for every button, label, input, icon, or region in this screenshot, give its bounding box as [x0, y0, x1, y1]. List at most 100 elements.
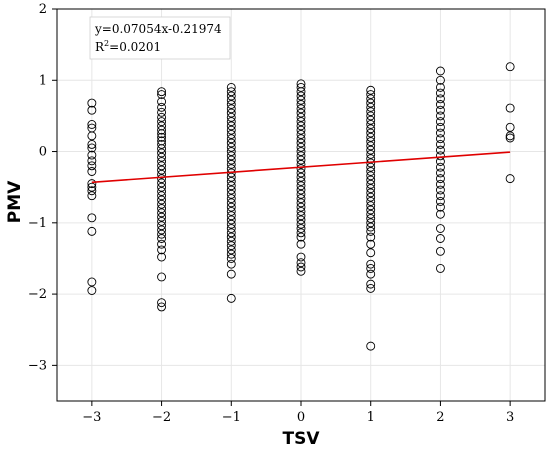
data-point [226, 232, 236, 242]
data-point [226, 125, 236, 135]
data-point [226, 198, 236, 208]
x-tick-label: 1 [367, 410, 375, 425]
data-point [296, 266, 306, 276]
data-point [296, 138, 306, 148]
y-tick-label: 2 [39, 2, 47, 17]
data-point [435, 145, 445, 155]
data-point [296, 155, 306, 165]
data-point [296, 181, 306, 191]
data-point [87, 139, 97, 149]
data-point [226, 245, 236, 255]
data-point [366, 124, 376, 134]
data-point [366, 175, 376, 185]
data-point [226, 172, 236, 182]
data-point [226, 219, 236, 229]
data-point [87, 105, 97, 115]
data-point [157, 204, 167, 214]
data-point [366, 141, 376, 151]
x-tick-label: 3 [506, 410, 514, 425]
data-point [157, 225, 167, 235]
data-point [87, 143, 97, 153]
data-point [435, 246, 445, 256]
data-point [366, 259, 376, 269]
data-point [226, 108, 236, 118]
data-point [87, 156, 97, 166]
y-tick-label: −3 [28, 358, 47, 373]
data-point [435, 162, 445, 172]
data-point [157, 195, 167, 205]
data-point [226, 228, 236, 238]
data-point [157, 97, 167, 107]
data-point [157, 302, 167, 312]
data-point [296, 159, 306, 169]
data-point [296, 142, 306, 152]
data-point [366, 171, 376, 181]
data-point [296, 258, 306, 268]
data-point [87, 179, 97, 189]
data-point [296, 252, 306, 262]
y-tick-label: 0 [39, 145, 47, 160]
data-point [435, 94, 445, 104]
data-point [157, 229, 167, 239]
data-point [157, 129, 167, 139]
data-point [296, 185, 306, 195]
data-point [366, 132, 376, 142]
data-point [226, 293, 236, 303]
data-point [435, 75, 445, 85]
data-point [226, 202, 236, 212]
data-point [505, 103, 515, 113]
data-point [296, 125, 306, 135]
data-point [157, 191, 167, 201]
data-point [366, 120, 376, 129]
data-point [435, 151, 445, 161]
data-point [435, 209, 445, 219]
data-point [435, 224, 445, 233]
data-point [226, 249, 236, 259]
data-point [296, 177, 306, 186]
x-tick-label: −1 [222, 410, 241, 425]
data-point [366, 188, 376, 198]
data-point [435, 111, 445, 121]
data-point [87, 186, 97, 196]
data-point [296, 239, 306, 249]
data-point [157, 132, 167, 142]
data-point [87, 131, 97, 141]
data-point [226, 259, 236, 269]
data-points [87, 62, 515, 351]
data-point [226, 236, 236, 246]
data-point [157, 234, 167, 243]
data-point [435, 185, 445, 195]
r2-superscript: 2 [104, 39, 109, 48]
data-point [296, 164, 306, 174]
data-point [157, 245, 167, 255]
data-point [505, 174, 515, 184]
data-point [226, 215, 236, 225]
data-point [505, 133, 515, 143]
data-point [505, 62, 515, 72]
data-point [366, 115, 376, 125]
data-point [366, 209, 376, 219]
data-point [366, 98, 376, 108]
data-point [87, 213, 97, 223]
data-point [366, 184, 376, 194]
data-point [157, 216, 167, 226]
x-tick-label: 0 [297, 410, 305, 425]
r2-prefix: R [95, 40, 105, 54]
data-point [366, 239, 376, 249]
data-point [366, 90, 376, 99]
data-point [366, 167, 376, 176]
data-point [226, 254, 236, 263]
data-point [296, 82, 306, 92]
data-point [157, 161, 167, 171]
data-point [435, 191, 445, 201]
data-point [366, 137, 376, 147]
data-point [296, 134, 306, 144]
data-point [226, 121, 236, 131]
data-point [157, 107, 167, 117]
data-point [87, 191, 97, 201]
data-point [226, 189, 236, 199]
data-point [366, 218, 376, 228]
data-point [226, 100, 236, 109]
data-point [87, 277, 97, 287]
data-point [226, 185, 236, 195]
